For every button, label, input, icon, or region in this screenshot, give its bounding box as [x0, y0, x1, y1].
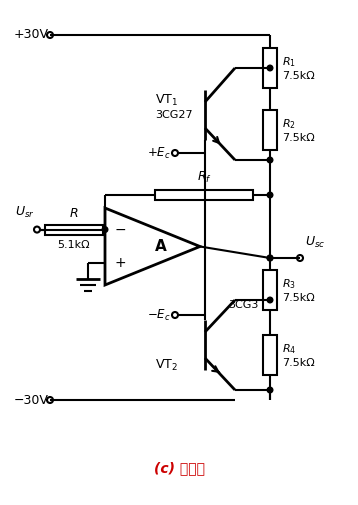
Circle shape: [47, 32, 53, 38]
Circle shape: [102, 227, 108, 232]
Text: $-E_c$: $-E_c$: [147, 308, 171, 323]
Circle shape: [47, 397, 53, 403]
Bar: [45, 225, 103, 234]
Text: $R_f$: $R_f$: [197, 170, 212, 185]
Text: 5.1kΩ: 5.1kΩ: [58, 239, 90, 249]
Circle shape: [172, 150, 178, 156]
Circle shape: [267, 387, 273, 393]
Circle shape: [267, 192, 273, 198]
Bar: [155, 190, 253, 200]
Circle shape: [267, 157, 273, 163]
Text: $R_2$
7.5kΩ: $R_2$ 7.5kΩ: [282, 117, 315, 143]
Circle shape: [297, 255, 303, 261]
Text: $U_{sc}$: $U_{sc}$: [305, 235, 325, 250]
Circle shape: [267, 255, 273, 261]
Text: $U_{sr}$: $U_{sr}$: [15, 205, 35, 220]
Text: (c) 电路三: (c) 电路三: [154, 461, 204, 475]
Text: $\mathrm{VT_2}$: $\mathrm{VT_2}$: [155, 358, 178, 373]
Bar: [263, 270, 277, 310]
Text: −30V: −30V: [14, 393, 49, 407]
Text: +$E_c$: +$E_c$: [147, 145, 171, 161]
Bar: [263, 48, 277, 88]
Text: $R$: $R$: [69, 207, 79, 220]
Bar: [263, 110, 277, 150]
Text: 3CG27: 3CG27: [155, 110, 193, 120]
Circle shape: [267, 255, 273, 261]
Bar: [263, 335, 277, 375]
Text: +: +: [115, 257, 127, 271]
Text: 3CG3: 3CG3: [228, 300, 258, 310]
Text: −: −: [115, 223, 127, 236]
Text: +30V: +30V: [14, 28, 49, 41]
Text: $R_1$
7.5kΩ: $R_1$ 7.5kΩ: [282, 56, 315, 81]
Text: $\mathrm{VT_1}$: $\mathrm{VT_1}$: [155, 92, 178, 108]
Circle shape: [267, 297, 273, 303]
Circle shape: [34, 227, 40, 233]
Circle shape: [267, 65, 273, 71]
Text: $R_3$
7.5kΩ: $R_3$ 7.5kΩ: [282, 277, 315, 302]
Text: A: A: [155, 239, 166, 254]
Text: $R_4$
7.5kΩ: $R_4$ 7.5kΩ: [282, 342, 315, 368]
Circle shape: [172, 312, 178, 318]
